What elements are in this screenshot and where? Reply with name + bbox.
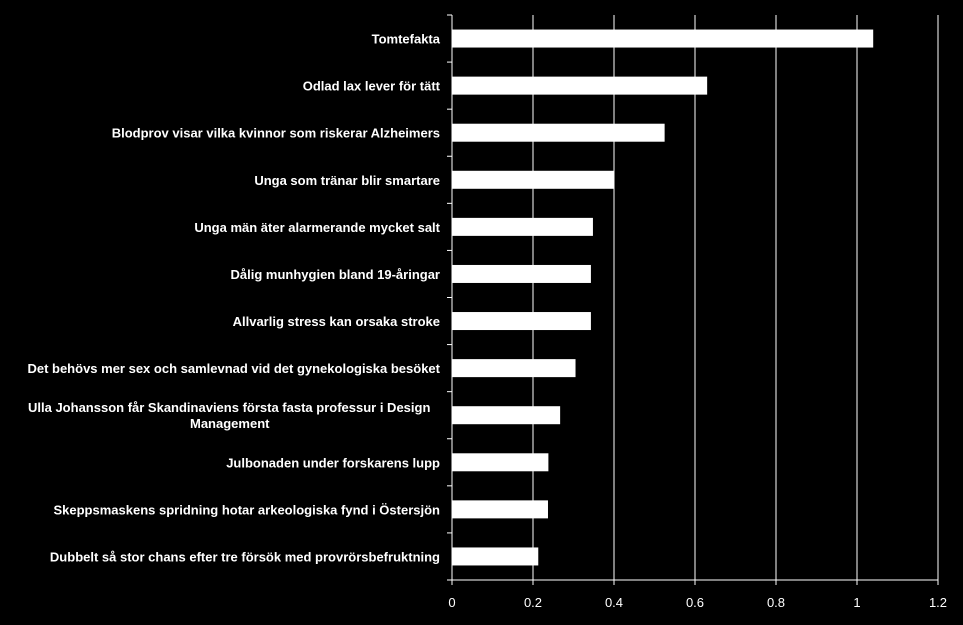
bar <box>452 547 539 566</box>
category-label: Det behövs mer sex och samlevnad vid det… <box>27 361 440 376</box>
category-labels: Tomtefakta Odlad lax lever för tätt Blodpr… <box>27 32 440 565</box>
category-label: Ulla Johansson får Skandinaviens första … <box>28 400 430 431</box>
bar <box>452 359 576 378</box>
gridlines <box>532 15 939 580</box>
bar <box>452 217 593 236</box>
category-label: Allvarlig stress kan orsaka stroke <box>233 314 440 329</box>
x-tick-label: 0 <box>448 595 455 610</box>
category-label: Julbonaden under forskarens lupp <box>226 455 440 470</box>
category-label: Dubbelt så stor chans efter tre försök m… <box>50 549 440 564</box>
bar <box>452 312 591 331</box>
x-tick-label: 0.6 <box>686 595 704 610</box>
axes <box>447 14 939 585</box>
x-tick-labels: 0 0.2 0.4 0.6 0.8 1 1.2 <box>448 595 947 610</box>
category-label: Blodprov visar vilka kvinnor som riskera… <box>112 126 440 141</box>
x-tick-label: 1 <box>853 595 860 610</box>
x-tick-label: 1.2 <box>929 595 947 610</box>
x-tick-label: 0.8 <box>767 595 785 610</box>
bar <box>452 500 548 519</box>
category-label: Unga som tränar blir smartare <box>254 173 440 188</box>
x-tick-label: 0.2 <box>524 595 542 610</box>
bar <box>452 170 614 189</box>
bar <box>452 123 665 142</box>
bar <box>452 453 549 472</box>
bars <box>452 29 874 566</box>
category-label: Odlad lax lever för tätt <box>303 79 441 94</box>
bar <box>452 264 591 283</box>
bar <box>452 406 561 425</box>
category-label: Dålig munhygien bland 19-åringar <box>231 267 440 282</box>
bar <box>452 29 874 48</box>
category-label: Tomtefakta <box>372 32 441 47</box>
bar <box>452 76 708 95</box>
x-tick-label: 0.4 <box>605 595 623 610</box>
category-label: Skeppsmaskens spridning hotar arkeologis… <box>53 502 440 517</box>
category-label: Unga män äter alarmerande mycket salt <box>194 220 440 235</box>
